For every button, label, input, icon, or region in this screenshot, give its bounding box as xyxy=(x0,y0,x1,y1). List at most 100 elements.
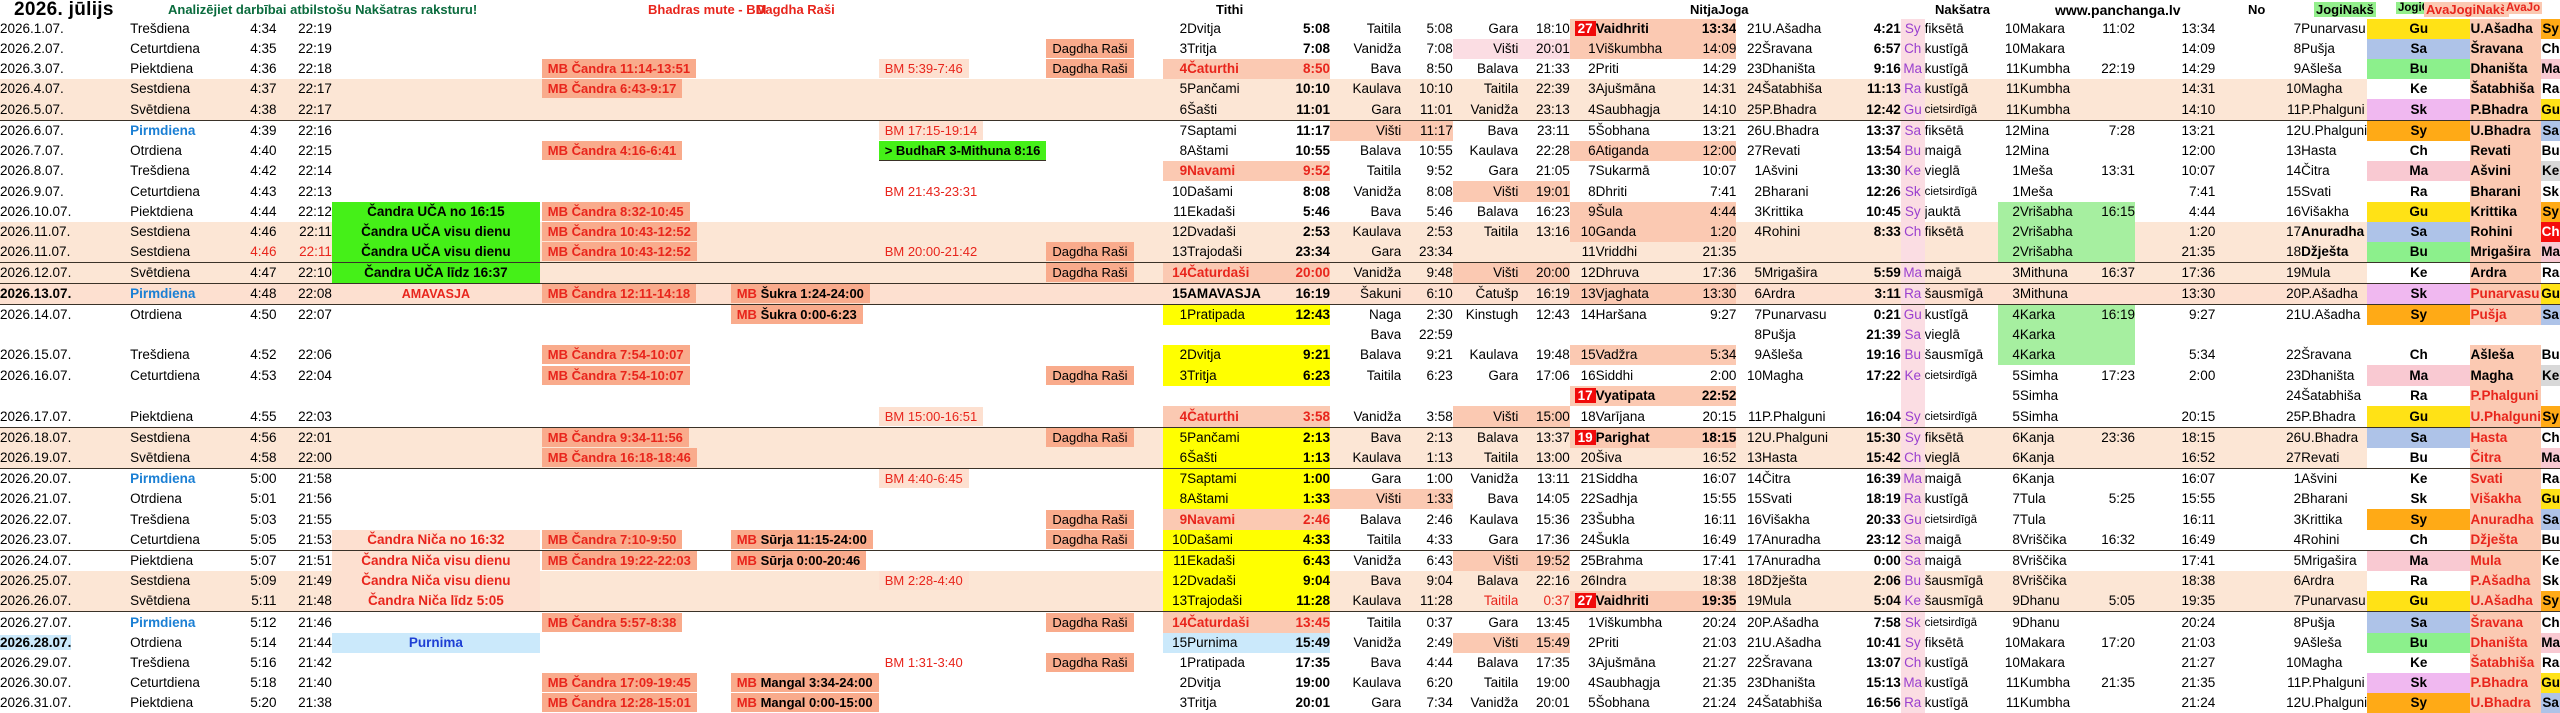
table-row[interactable]: 2026.26.07. Svētdiena 5:11 21:48 Čandra Niča… xyxy=(0,591,2560,612)
cell-naksatra-name: Dhaništa xyxy=(1762,61,1816,76)
cell-naksatra-quality xyxy=(1925,386,1999,406)
cell-avajogi-lord: Gu xyxy=(2541,673,2560,693)
table-row[interactable]: 2026.28.07. Otrdiena 5:14 21:44 Purnima 15 Pur… xyxy=(0,633,2560,653)
cell-naksatra-time: 0:21 xyxy=(1873,307,1901,322)
cell-uca-nica xyxy=(332,693,542,713)
cell-naksatra-lord: Ch xyxy=(1900,222,1925,242)
table-row[interactable]: 2026.12.07. Svētdiena 4:47 22:10 Čandra UČA … xyxy=(0,262,2560,284)
table-row[interactable]: 2026.8.07. Trešdiena 4:42 22:14 9 Navami 9:52 T… xyxy=(0,161,2560,181)
cell-dagdha-rasi xyxy=(1046,305,1163,326)
table-row[interactable]: 2026.10.07. Piektdiena 4:44 22:12 Čandra UČA… xyxy=(0,202,2560,222)
table-row[interactable]: 2026.6.07. Pirmdiena 4:39 22:16 BM 17:15-19:… xyxy=(0,120,2560,141)
table-row[interactable]: 2026.23.07. Ceturtdiena 5:05 21:53 Čandra Ni… xyxy=(0,530,2560,551)
cell-spacer xyxy=(2135,242,2182,263)
table-row[interactable]: 2026.20.07. Pirmdiena 5:00 21:58 BM 4:40-6:4… xyxy=(0,468,2560,489)
cell-spacer xyxy=(2135,530,2182,551)
cell-bhadras-mute xyxy=(879,386,1047,406)
cell-tithi-name: Pančami xyxy=(1187,79,1279,99)
cell-rasi-num: 11 xyxy=(2005,695,2020,710)
cell-avajogi-lord: Gu xyxy=(2541,99,2560,121)
cell-mb-candra: MB Čandra 19:22-22:03 xyxy=(541,551,731,572)
cell-karana2-name: Gara xyxy=(1488,21,1519,36)
cell-karana1-name: Taitila xyxy=(1366,21,1402,36)
cell-nitjajoga-name: Vadžra xyxy=(1595,345,1687,365)
table-row[interactable]: 2026.16.07. Ceturtdiena 4:53 22:04 MB Čandra… xyxy=(0,365,2560,386)
cell-nitjajoga-name: Varījana xyxy=(1595,406,1687,428)
cell-naksatra-num: 18 xyxy=(1736,571,1762,591)
cell-naksatra-time: 7:58 xyxy=(1853,611,1901,633)
cell-uca-nica xyxy=(332,325,542,345)
cell-karana1-time: 10:10 xyxy=(1401,79,1453,99)
cell-jogi-lord: Sy xyxy=(2367,120,2471,141)
cell-karana2-time: 13:16 xyxy=(1518,222,1570,242)
table-row[interactable]: 2026.29.07. Trešdiena 5:16 21:42 BM 1:31-3:4… xyxy=(0,653,2560,673)
cell-nitjajoga-name: Šiva xyxy=(1595,448,1687,469)
cell-avajogi-lord: Ch xyxy=(2541,430,2560,445)
cell-nitjajoga-num: 1 xyxy=(1569,611,1596,633)
cell-tithi-num xyxy=(1163,386,1187,406)
cell-nitjajoga-name: Viškumbha xyxy=(1595,39,1687,59)
cell-sunrise: 5:03 xyxy=(250,511,277,527)
table-row[interactable]: 2026.15.07. Trešdiena 4:52 22:06 MB Čandra 7… xyxy=(0,345,2560,365)
table-row[interactable]: 2026.14.07. Otrdiena 4:50 22:07 MB Šukra 0:0… xyxy=(0,304,2560,326)
cell-tithi-name: Šašti xyxy=(1187,448,1279,469)
table-row[interactable]: 2026.22.07. Trešdiena 5:03 21:55 Dagdha Raši… xyxy=(0,509,2560,530)
table-row[interactable]: 2026.9.07. Ceturtdiena 4:43 22:13 BM 21:43-2… xyxy=(0,181,2560,202)
table-row[interactable]: 2026.19.07. Svētdiena 4:58 22:00 MB Čandra 1… xyxy=(0,448,2560,469)
cell-mb-other: MB Mangal 3:34-24:00 xyxy=(730,673,879,693)
cell-tithi-num: 1 xyxy=(1163,304,1188,325)
table-row[interactable]: 2026.11.07. Sestdiena 4:46 22:11 Čandra UČA … xyxy=(0,242,2560,263)
cell-naksatra-quality: vieglā xyxy=(1924,327,1960,342)
cell-avajoginaks-name: Mrigašira xyxy=(2470,242,2542,263)
cell-naksatra-time: 6:57 xyxy=(1873,41,1901,56)
cell-karana2-time: 14:05 xyxy=(1535,491,1570,506)
table-row[interactable]: 2026.5.07. Svētdiena 4:38 22:17 6 Šašti 11:01 G… xyxy=(0,99,2560,121)
table-row[interactable]: 2026.7.07. Otrdiena 4:40 22:15 MB Čandra 4:1… xyxy=(0,141,2560,161)
table-row[interactable]: Bava 22:59 8 Pušja 21:39 Sa vieglā 4 Karka xyxy=(0,325,2560,345)
cell-date: 2026.19.07. xyxy=(0,448,131,469)
table-row[interactable]: 2026.18.07. Sestdiena 4:56 22:01 MB Čandra 9… xyxy=(0,427,2560,448)
cell-mb-other xyxy=(731,325,879,345)
cell-naksatra-name: Magha xyxy=(1762,367,1804,383)
table-row[interactable]: 2026.30.07. Ceturtdiena 5:18 21:40 MB Čandra… xyxy=(0,673,2560,693)
cell-karana2-time: 20:01 xyxy=(1535,695,1570,710)
cell-dagdha-rasi: Dagdha Raši xyxy=(1046,611,1164,633)
table-row[interactable]: 2026.24.07. Piektdiena 5:07 21:51 Čandra Nič… xyxy=(0,550,2560,572)
cell-nitjajoga-name: Šobhana xyxy=(1595,120,1687,141)
cell-joginaks-num: 25 xyxy=(2215,406,2302,428)
cell-date: 2026.31.07. xyxy=(0,695,72,710)
table-row[interactable]: 17 Vyatipata 22:52 5 Simha 24 Šatabhiša Ra P.Pha… xyxy=(0,386,2560,406)
cell-naksatra-quality: kustīgā xyxy=(1924,61,1969,76)
table-row[interactable]: 2026.13.07. Pirmdiena 4:48 22:08 AMAVASJA MB … xyxy=(0,283,2560,305)
cell-avajogi-lord: Ma xyxy=(2541,242,2560,263)
table-row[interactable]: 2026.25.07. Sestdiena 5:09 21:49 Čandra Niča… xyxy=(0,571,2560,591)
cell-mb-other xyxy=(731,345,879,365)
cell-nitjajoga-time: 16:49 xyxy=(1686,530,1737,551)
table-row[interactable]: 2026.3.07. Piektdiena 4:36 22:18 MB Čandra 1… xyxy=(0,59,2560,79)
cell-sunrise: 4:42 xyxy=(250,163,277,178)
cell-tithi-time: 23:34 xyxy=(1278,242,1331,263)
cell-naksatra-num: 21 xyxy=(1746,635,1762,650)
table-row[interactable]: 2026.27.07. Pirmdiena 5:12 21:46 MB Čandra 5… xyxy=(0,611,2560,633)
cell-naksatra-quality: cietsirdīgā xyxy=(1924,611,1999,633)
cell-sunrise: 5:05 xyxy=(229,530,277,551)
cell-weekday: Sestdiena xyxy=(130,79,230,99)
cell-no-time: 20:15 xyxy=(2181,406,2216,428)
table-row[interactable]: 2026.1.07. Trešdiena 4:34 22:19 2 Dvitja 5:08 T… xyxy=(0,19,2560,39)
cell-rasi-time: 17:23 xyxy=(2101,367,2135,383)
table-row[interactable]: 2026.2.07. Ceturtdiena 4:35 22:19 Dagdha Raš… xyxy=(0,39,2560,59)
cell-joginaks-name: Anuradha xyxy=(2301,222,2368,242)
table-row[interactable]: 2026.11.07. Sestdiena 4:46 22:11 Čandra UČA … xyxy=(0,222,2560,242)
cell-sunrise: 4:43 xyxy=(250,183,277,199)
table-row[interactable]: 2026.17.07. Piektdiena 4:55 22:03 BM 15:00-1… xyxy=(0,406,2560,428)
cell-karana1-name: Vanidža xyxy=(1353,635,1402,650)
cell-karana2-time: 19:00 xyxy=(1535,675,1570,690)
table-row[interactable]: 2026.21.07. Otrdiena 5:01 21:56 8 Aštami 1:33 V… xyxy=(0,489,2560,509)
cell-mb-candra xyxy=(542,633,731,653)
cell-naksatra-name: Ašleša xyxy=(1762,347,1803,362)
cell-sunset: 21:53 xyxy=(276,530,332,551)
table-row[interactable]: 2026.4.07. Sestdiena 4:37 22:17 MB Čandra 6:… xyxy=(0,79,2560,99)
cell-nitjajoga-num: 25 xyxy=(1580,553,1596,568)
table-row[interactable]: 2026.31.07. Piektdiena 5:20 21:38 MB Čandra … xyxy=(0,693,2560,713)
cell-no-time: 16:07 xyxy=(2181,468,2216,489)
